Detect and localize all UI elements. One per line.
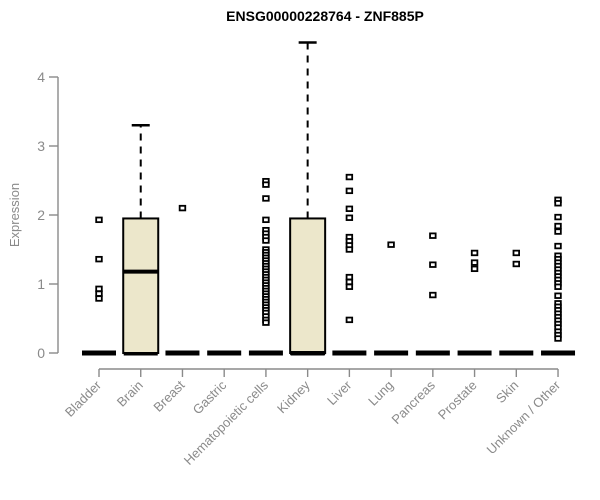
y-tick-label: 1	[37, 276, 45, 292]
zero-bar-lung	[374, 350, 409, 356]
data-point-bladder	[95, 255, 103, 263]
data-point-unknown-other	[554, 283, 562, 290]
data-point-prostate	[470, 259, 479, 266]
data-point-unknown-other	[554, 242, 562, 250]
data-point-unknown-other	[554, 213, 562, 221]
zero-bar-pancreas	[415, 350, 450, 356]
zero-bar-bladder	[82, 350, 116, 356]
x-tick-label-skin: Skin	[493, 378, 521, 406]
box-brain	[122, 217, 160, 354]
data-point-bladder	[95, 290, 103, 297]
data-point-hematopoietic-cells	[262, 181, 270, 188]
data-point-hematopoietic-cells	[262, 216, 270, 224]
data-point-liver	[345, 187, 354, 195]
y-tick-label: 0	[37, 345, 45, 361]
zero-bar-gastric	[207, 350, 242, 356]
data-point-unknown-other	[554, 228, 562, 235]
data-point-liver	[345, 273, 354, 281]
data-point-lung	[387, 241, 395, 248]
x-tick-label-liver: Liver	[324, 377, 355, 408]
data-point-prostate	[470, 265, 479, 273]
data-point-bladder	[95, 285, 103, 293]
zero-bar-prostate	[457, 350, 492, 356]
y-tick-label: 4	[37, 69, 45, 85]
x-tick-label-prostate: Prostate	[435, 378, 480, 423]
data-point-liver	[345, 205, 354, 212]
box-kidney	[289, 217, 327, 354]
y-tick-label: 3	[37, 138, 45, 154]
x-tick-label-brain: Brain	[114, 378, 146, 410]
data-point-hematopoietic-cells	[262, 237, 270, 244]
data-point-unknown-other	[554, 292, 562, 299]
data-point-pancreas	[429, 291, 437, 299]
data-point-hematopoietic-cells	[262, 319, 270, 326]
x-tick-label-breast: Breast	[150, 377, 187, 414]
data-point-unknown-other	[554, 335, 562, 342]
zero-bar-hematopoietic-cells	[248, 350, 283, 356]
x-tick-label-pancreas: Pancreas	[389, 377, 439, 427]
data-point-prostate	[470, 249, 479, 257]
x-tick-label-gastric: Gastric	[190, 377, 230, 417]
zero-bar-unknown-other	[541, 350, 576, 356]
x-tick-label-kidney: Kidney	[274, 377, 313, 416]
data-point-liver	[345, 173, 354, 181]
data-point-liver	[345, 316, 354, 324]
y-tick-label: 2	[37, 207, 45, 223]
data-point-breast	[178, 204, 187, 212]
data-point-skin	[512, 249, 520, 257]
data-point-skin	[512, 260, 520, 268]
zero-bar-skin	[499, 350, 534, 356]
data-point-liver	[345, 283, 354, 290]
data-point-pancreas	[429, 261, 437, 268]
zero-bar-liver	[332, 350, 367, 356]
data-point-pancreas	[429, 232, 437, 239]
data-point-unknown-other	[554, 222, 562, 230]
data-point-bladder	[95, 216, 103, 224]
zero-bar-breast	[165, 350, 200, 356]
x-tick-label-unknown-other: Unknown / Other	[484, 377, 564, 457]
data-point-liver	[345, 246, 354, 253]
data-point-liver	[345, 278, 354, 286]
x-tick-label-lung: Lung	[365, 378, 396, 409]
data-point-hematopoietic-cells	[262, 195, 270, 202]
data-point-bladder	[95, 295, 103, 302]
data-point-liver	[345, 214, 354, 221]
chart-title: ENSG00000228764 - ZNF885P	[226, 8, 424, 24]
data-point-unknown-other	[554, 200, 562, 207]
x-tick-label-bladder: Bladder	[62, 377, 105, 420]
